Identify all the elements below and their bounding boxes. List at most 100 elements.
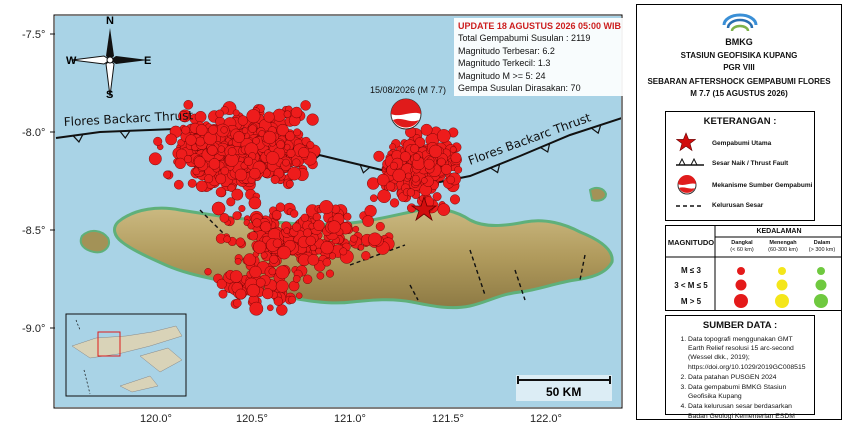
aftershock-dot [178,110,189,122]
aftershock-dot [392,168,406,183]
legend-panel: BMKG STASIUN GEOFISIKA KUPANG PGR VIII S… [636,4,842,420]
aftershock-dot [320,241,334,255]
aftershock-dot [423,158,435,170]
summary-box: UPDATE 18 AGUSTUS 2026 05:00 WIB Total G… [454,18,628,97]
aftershock-dot [173,179,184,190]
aftershock-dot [449,146,457,153]
aftershock-dot [181,125,190,135]
aftershock-dot [226,197,236,207]
aftershock-dot [231,188,244,201]
keterangan-title: KETERANGAN : [703,116,777,127]
aftershock-dot [432,192,442,202]
aftershock-dot [249,265,262,279]
aftershock-dot [352,225,360,233]
aftershock-dot [219,213,230,223]
aftershock-dot [183,100,194,110]
aftershock-dot [153,136,163,146]
aftershock-dot [307,254,319,266]
aftershock-dot [183,155,192,164]
aftershock-dot [305,235,316,247]
aftershock-dot [420,123,433,136]
aftershock-dot [227,147,237,156]
aftershock-dot [235,288,247,300]
lat-tick: -7.5° [22,29,45,41]
aftershock-dot [277,245,291,260]
compass-w: W [66,55,77,67]
aftershock-dot [377,189,391,203]
aftershock-dot [298,147,310,159]
aftershock-dot [272,108,286,122]
aftershock-dot [215,173,227,185]
aftershock-dot [275,265,290,280]
lat-tick: -9.0° [22,323,45,335]
mag-row-large: M > 5 [680,297,702,306]
aftershock-dot [306,141,315,149]
depth-col-range: (< 60 km) [730,246,754,253]
aftershock-dot [385,181,396,192]
aftershock-dot [361,251,371,261]
aftershock-dot [283,110,292,118]
source-list: Data topografi menggunakan GMT Earth Rel… [666,335,814,421]
aftershock-dot [208,158,221,170]
aftershock-dot [195,180,208,192]
aftershock-dot [252,218,262,228]
aftershock-dot [193,156,206,168]
mag-row-small: M ≤ 3 [681,266,701,275]
depth-col-range: (60-300 km) [768,246,798,253]
aftershock-dot [204,268,212,276]
aftershock-dot [343,212,352,221]
aftershock-dot [282,158,290,167]
source-item: Data kelurusan sesar berdasarkan Badan G… [688,402,808,420]
legend-lineament: Kelurusan Sesar [712,202,764,209]
aftershock-dot [232,298,242,308]
aftershock-dot [454,165,463,174]
aftershock-dot [275,279,289,293]
aftershock-dot [373,150,385,162]
aftershock-dot [204,174,214,184]
summary-max-mag: Magnitudo Terbesar: 6.2 [458,45,555,56]
aftershock-dot [227,183,236,192]
depth-col-shallow: Dangkal (< 60 km) [724,240,760,253]
aftershock-dot [283,227,291,234]
aftershock-dot [263,111,275,123]
aftershock-dot [207,145,218,156]
depth-col-name: Menengah [769,240,797,246]
aftershock-dot [357,244,365,251]
summary-total: Total Gempabumi Susulan : 2119 [458,33,591,44]
aftershock-dot [241,127,249,134]
source-item: Data patahan PUSGEN 2024 [688,373,808,382]
map-title-2: M 7.7 (15 AGUSTUS 2026) [690,89,788,98]
aftershock-dot [300,100,311,111]
thrust-tooth [119,130,131,140]
aftershock-dot [234,257,242,265]
depth-col-range: (> 300 km) [808,246,836,253]
aftershock-dot [229,270,243,283]
aftershock-dot [220,166,230,176]
aftershock-dot [322,258,332,267]
aftershock-dot [237,115,249,126]
source-item: Data topografi menggunakan GMT Earth Rel… [688,335,808,372]
thrust-fault-icon [676,157,704,166]
lon-tick: 120.0° [140,413,172,425]
aftershock-dot [255,277,266,288]
aftershock-dot [262,288,274,300]
aftershock-dot [269,254,279,264]
aftershock-dot [450,152,462,164]
summary-title: UPDATE 18 AGUSTUS 2026 05:00 WIB [458,21,622,31]
aftershock-dot [148,152,162,166]
aftershock-dot [446,175,455,185]
depth-header: KEDALAMAN [756,228,802,235]
aftershock-dot [248,196,262,210]
aftershock-dot [270,175,280,185]
aftershock-dot [187,178,197,188]
aftershock-dot [369,194,378,202]
aftershock-dot [290,209,299,218]
lat-tick: -8.0° [22,127,45,139]
aftershock-dot [216,278,227,290]
aftershock-dot [268,267,277,276]
compass-e: E [144,55,151,67]
aftershock-dot [285,179,294,188]
aftershock-dot [263,130,277,145]
aftershock-dot [249,167,261,180]
aftershock-dot [265,151,280,165]
